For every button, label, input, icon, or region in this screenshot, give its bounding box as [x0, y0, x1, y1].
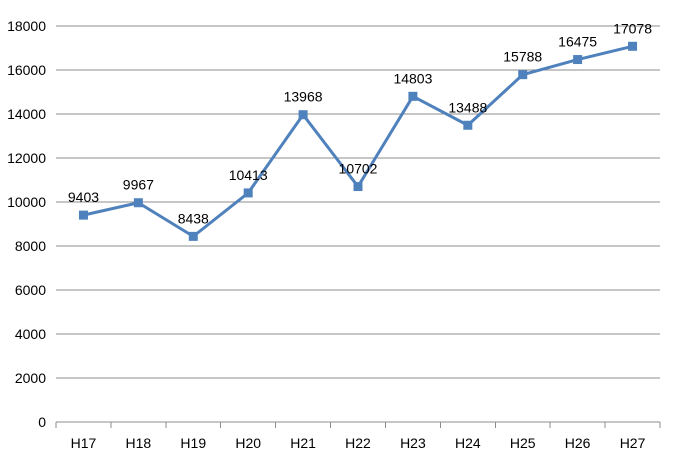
x-tick-label: H22 — [345, 435, 371, 451]
y-tick-label: 18000 — [7, 18, 46, 34]
axes — [55, 421, 661, 428]
y-tick-label: 6000 — [15, 282, 46, 298]
data-point-marker — [408, 91, 418, 101]
series-line-group — [83, 44, 633, 238]
data-label: 14803 — [393, 70, 432, 86]
y-tick-label: 14000 — [7, 106, 46, 122]
data-label: 9967 — [123, 177, 154, 193]
data-label: 10413 — [229, 167, 268, 183]
data-point-marker — [573, 55, 583, 65]
x-tick-label: H26 — [565, 435, 591, 451]
y-tick-label: 12000 — [7, 150, 46, 166]
data-point-marker — [628, 41, 638, 51]
data-label: 16475 — [558, 34, 597, 50]
series-markers — [78, 41, 638, 241]
data-label: 15788 — [503, 49, 542, 65]
x-tick-label: H21 — [290, 435, 316, 451]
series-line — [83, 44, 633, 238]
y-tick-label: 0 — [38, 414, 46, 430]
y-tick-label: 2000 — [15, 370, 46, 386]
data-label: 13488 — [448, 99, 487, 115]
data-point-marker — [298, 110, 308, 120]
x-tick-label: H17 — [71, 435, 97, 451]
x-tick-label: H19 — [180, 435, 206, 451]
x-tick-label: H24 — [455, 435, 481, 451]
data-point-marker — [78, 210, 88, 220]
data-label: 9403 — [68, 189, 99, 205]
y-tick-label: 10000 — [7, 194, 46, 210]
x-tick-labels: H17 H18 H19 H20 H21 H22 H23 H24 H25 H26 H27 — [71, 435, 646, 451]
data-point-marker — [188, 231, 198, 241]
y-tick-label: 4000 — [15, 326, 46, 342]
y-tick-labels: 0 2000 4000 6000 8000 10000 12000 14000 16000 180… — [7, 18, 46, 430]
data-point-marker — [353, 182, 363, 192]
x-tick-label: H20 — [235, 435, 261, 451]
data-label: 10702 — [339, 161, 378, 177]
data-labels: 9403 9967 8438 10413 13968 10702 14803 13488 157… — [68, 20, 652, 226]
gridlines — [56, 25, 660, 379]
data-label: 17078 — [613, 20, 652, 36]
y-tick-label: 16000 — [7, 62, 46, 78]
data-point-marker — [133, 198, 143, 208]
x-tick-label: H18 — [126, 435, 152, 451]
x-tick-label: H23 — [400, 435, 426, 451]
data-label: 13968 — [284, 89, 323, 105]
data-point-marker — [518, 70, 528, 80]
data-point-marker — [243, 188, 253, 198]
data-label: 8438 — [178, 210, 209, 226]
x-tick-label: H27 — [620, 435, 646, 451]
data-point-marker — [463, 120, 473, 130]
x-tick-label: H25 — [510, 435, 536, 451]
y-tick-label: 8000 — [15, 238, 46, 254]
